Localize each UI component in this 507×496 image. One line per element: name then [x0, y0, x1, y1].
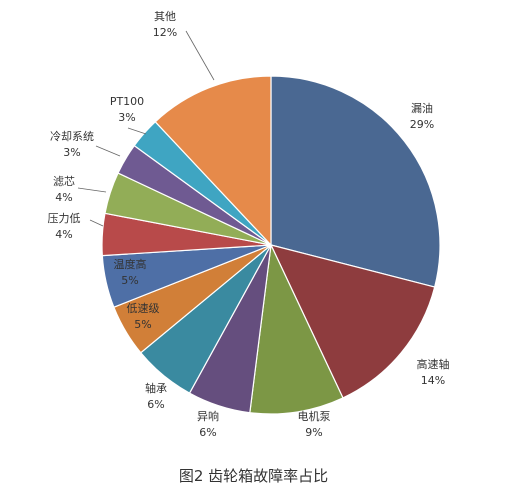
slice-name-label: PT100: [110, 95, 144, 108]
pie-slice-1: [270, 75, 441, 288]
pie-slice-3: [249, 242, 344, 415]
slice-percent-label: 9%: [305, 426, 322, 439]
slice-name-label: 低速级: [127, 302, 160, 315]
slice-percent-label: 3%: [118, 111, 135, 124]
slice-percent-label: 5%: [134, 318, 151, 331]
slice-percent-label: 14%: [421, 374, 445, 387]
leader-line-12: [185, 30, 215, 81]
leader-line-10: [95, 145, 121, 157]
leader-line-8: [89, 219, 104, 227]
slice-name-label: 电机泵: [298, 409, 331, 423]
slice-name-label: 滤芯: [53, 174, 75, 188]
slice-name-label: 漏油: [411, 101, 433, 115]
slice-name-label: 异响: [197, 410, 219, 423]
slice-percent-label: 12%: [153, 26, 177, 39]
leader-line-11: [127, 127, 147, 135]
slice-name-label: 其他: [154, 10, 176, 23]
slice-percent-label: 4%: [55, 191, 72, 204]
slice-name-label: 压力低: [48, 212, 81, 225]
slice-percent-label: 29%: [410, 118, 434, 131]
pie-slice-2: [269, 244, 436, 399]
slice-name-label: 温度高: [114, 257, 147, 271]
slice-name-label: 轴承: [145, 381, 167, 395]
pie-slice-12: [154, 75, 272, 247]
slice-name-label: 冷却系统: [50, 130, 94, 143]
slice-percent-label: 4%: [55, 228, 72, 241]
leader-line-9: [77, 187, 107, 193]
slice-percent-label: 3%: [63, 146, 80, 159]
slice-percent-label: 5%: [121, 274, 138, 287]
slice-name-label: 高速轴: [417, 357, 450, 371]
slice-percent-label: 6%: [199, 426, 216, 439]
figure-caption: 图2 齿轮箱故障率占比: [178, 467, 329, 485]
slice-percent-label: 6%: [147, 398, 164, 411]
